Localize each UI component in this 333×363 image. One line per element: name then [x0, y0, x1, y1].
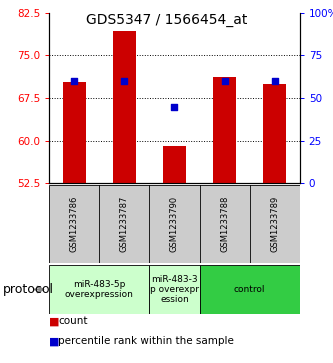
Text: count: count [58, 316, 88, 326]
Text: GSM1233786: GSM1233786 [70, 196, 79, 252]
Point [172, 103, 177, 109]
Text: control: control [234, 285, 265, 294]
Text: GSM1233789: GSM1233789 [270, 196, 279, 252]
Point [72, 78, 77, 84]
Point [122, 78, 127, 84]
Bar [163, 146, 186, 183]
Text: percentile rank within the sample: percentile rank within the sample [58, 336, 234, 346]
Text: ■: ■ [49, 316, 60, 326]
Point [272, 78, 277, 84]
Point [222, 78, 227, 84]
Text: protocol: protocol [3, 283, 54, 296]
Text: GDS5347 / 1566454_at: GDS5347 / 1566454_at [86, 13, 247, 27]
Text: GSM1233790: GSM1233790 [170, 196, 179, 252]
Text: GSM1233788: GSM1233788 [220, 196, 229, 252]
Bar [263, 84, 286, 183]
Bar [113, 32, 136, 183]
Bar [150, 265, 199, 314]
Bar [213, 77, 236, 183]
Text: GSM1233787: GSM1233787 [120, 196, 129, 252]
Text: miR-483-5p
overexpression: miR-483-5p overexpression [65, 280, 134, 299]
Text: ■: ■ [49, 336, 60, 346]
Bar [199, 265, 300, 314]
Bar [63, 82, 86, 183]
Bar [49, 265, 150, 314]
Text: miR-483-3
p overexpr
ession: miR-483-3 p overexpr ession [150, 274, 199, 305]
